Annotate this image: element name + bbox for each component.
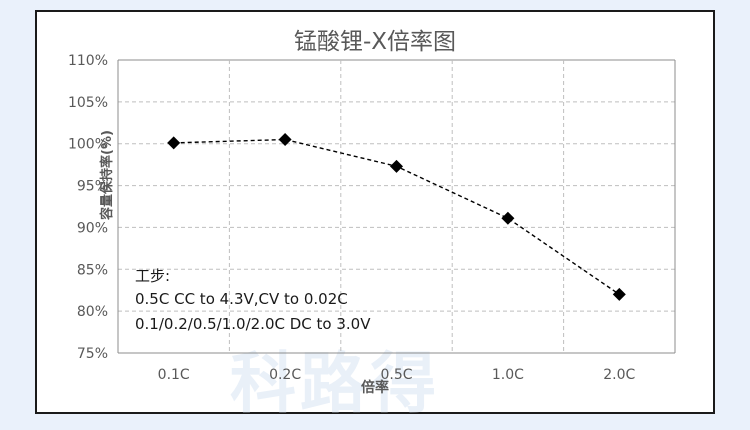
grid [117, 59, 676, 354]
x-tick-label: 0.5C [380, 367, 412, 383]
y-tick-label: 90% [77, 220, 108, 236]
data-point [501, 211, 515, 225]
chart-title: 锰酸锂-X倍率图 [293, 29, 457, 55]
x-tick-label: 0.1C [158, 367, 190, 383]
y-axis-label: 容量保持率(%) [100, 130, 115, 220]
y-tick-label: 105% [68, 95, 108, 111]
x-tick-label: 1.0C [492, 367, 524, 383]
y-tick-label: 95% [77, 179, 108, 195]
data-points [167, 133, 626, 301]
watermark: 科路得 [230, 345, 440, 422]
data-point [612, 287, 626, 301]
x-tick-label: 2.0C [603, 367, 635, 383]
x-tick-labels: 0.1C 0.2C 0.5C 1.0C 2.0C [158, 367, 636, 383]
y-tick-label: 75% [77, 346, 108, 362]
y-tick-label: 85% [77, 262, 108, 278]
y-tick-label: 110% [68, 53, 108, 69]
data-point [167, 136, 181, 150]
y-tick-label: 100% [68, 137, 108, 153]
chart-frame [35, 10, 715, 414]
annotation-line-1: 工步: [135, 267, 171, 285]
y-tick-labels: 75% 80% 85% 90% 95% 100% 105% 110% [68, 53, 108, 362]
annotation-line-2: 0.5C CC to 4.3V,CV to 0.02C [135, 290, 348, 308]
data-point [278, 133, 292, 147]
x-tick-label: 0.2C [269, 367, 301, 383]
annotation-line-3: 0.1/0.2/0.5/1.0/2.0C DC to 3.0V [135, 315, 371, 333]
y-tick-label: 80% [77, 304, 108, 320]
x-axis-label: 倍率 [361, 380, 389, 396]
data-point [390, 159, 403, 173]
